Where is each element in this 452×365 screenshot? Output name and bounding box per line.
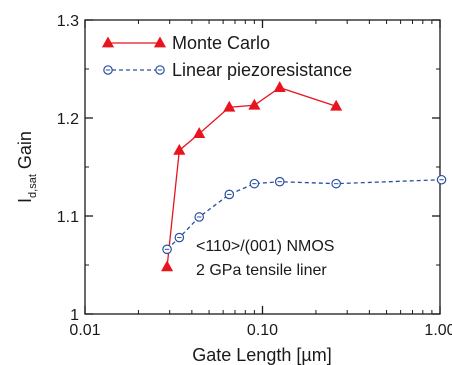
y-axis-title-suffix: Gain — [15, 131, 35, 174]
series-linear-piezoresistance — [162, 174, 447, 255]
legend-marker-start — [101, 36, 115, 48]
series-monte-carlo — [160, 81, 343, 272]
data-point-monte-carlo — [173, 143, 186, 155]
legend-symbol-monte-carlo — [101, 36, 167, 48]
data-point-monte-carlo — [193, 127, 206, 139]
legend-label-linear-piezoresistance: Linear piezoresistance — [172, 60, 352, 80]
annotation-line-1: <110>/(001) NMOS — [196, 238, 334, 255]
series-layer — [160, 81, 447, 272]
y-axis-ticks: 1 1.1 1.2 1.3 — [57, 13, 440, 324]
y-tick-label: 1.1 — [57, 209, 79, 226]
x-tick-label: 1.00 — [424, 322, 452, 339]
y-tick-label: 1.2 — [57, 111, 79, 128]
data-point-monte-carlo — [223, 100, 236, 112]
data-point-monte-carlo — [273, 81, 286, 92]
x-tick-label: 0.01 — [69, 322, 100, 339]
y-tick-label: 1 — [70, 307, 79, 324]
legend-symbol-linear-piezoresistance — [103, 65, 165, 75]
data-point-monte-carlo — [330, 99, 343, 111]
data-point-monte-carlo — [160, 260, 174, 272]
legend-label-monte-carlo: Monte Carlo — [172, 33, 270, 53]
x-axis-title: Gate Length [µm] — [192, 345, 331, 365]
x-axis-ticks: 0.01 0.10 1.00 — [69, 20, 452, 339]
y-tick-label: 1.3 — [57, 13, 79, 30]
y-axis-title-group: Id,sat Gain — [15, 131, 39, 203]
y-axis-title-subscript: d,sat — [27, 174, 39, 198]
annotation-line-2: 2 GPa tensile liner — [196, 262, 327, 279]
legend: Monte Carlo Linear piezoresistance — [101, 33, 352, 80]
y-axis-title: Id,sat Gain — [15, 131, 39, 203]
annotation-block: <110>/(001) NMOS 2 GPa tensile liner — [196, 238, 334, 279]
x-tick-label: 0.10 — [247, 322, 278, 339]
data-point-monte-carlo — [248, 98, 261, 110]
legend-marker-end — [153, 36, 167, 48]
y-axis-title-base: I — [15, 198, 35, 203]
